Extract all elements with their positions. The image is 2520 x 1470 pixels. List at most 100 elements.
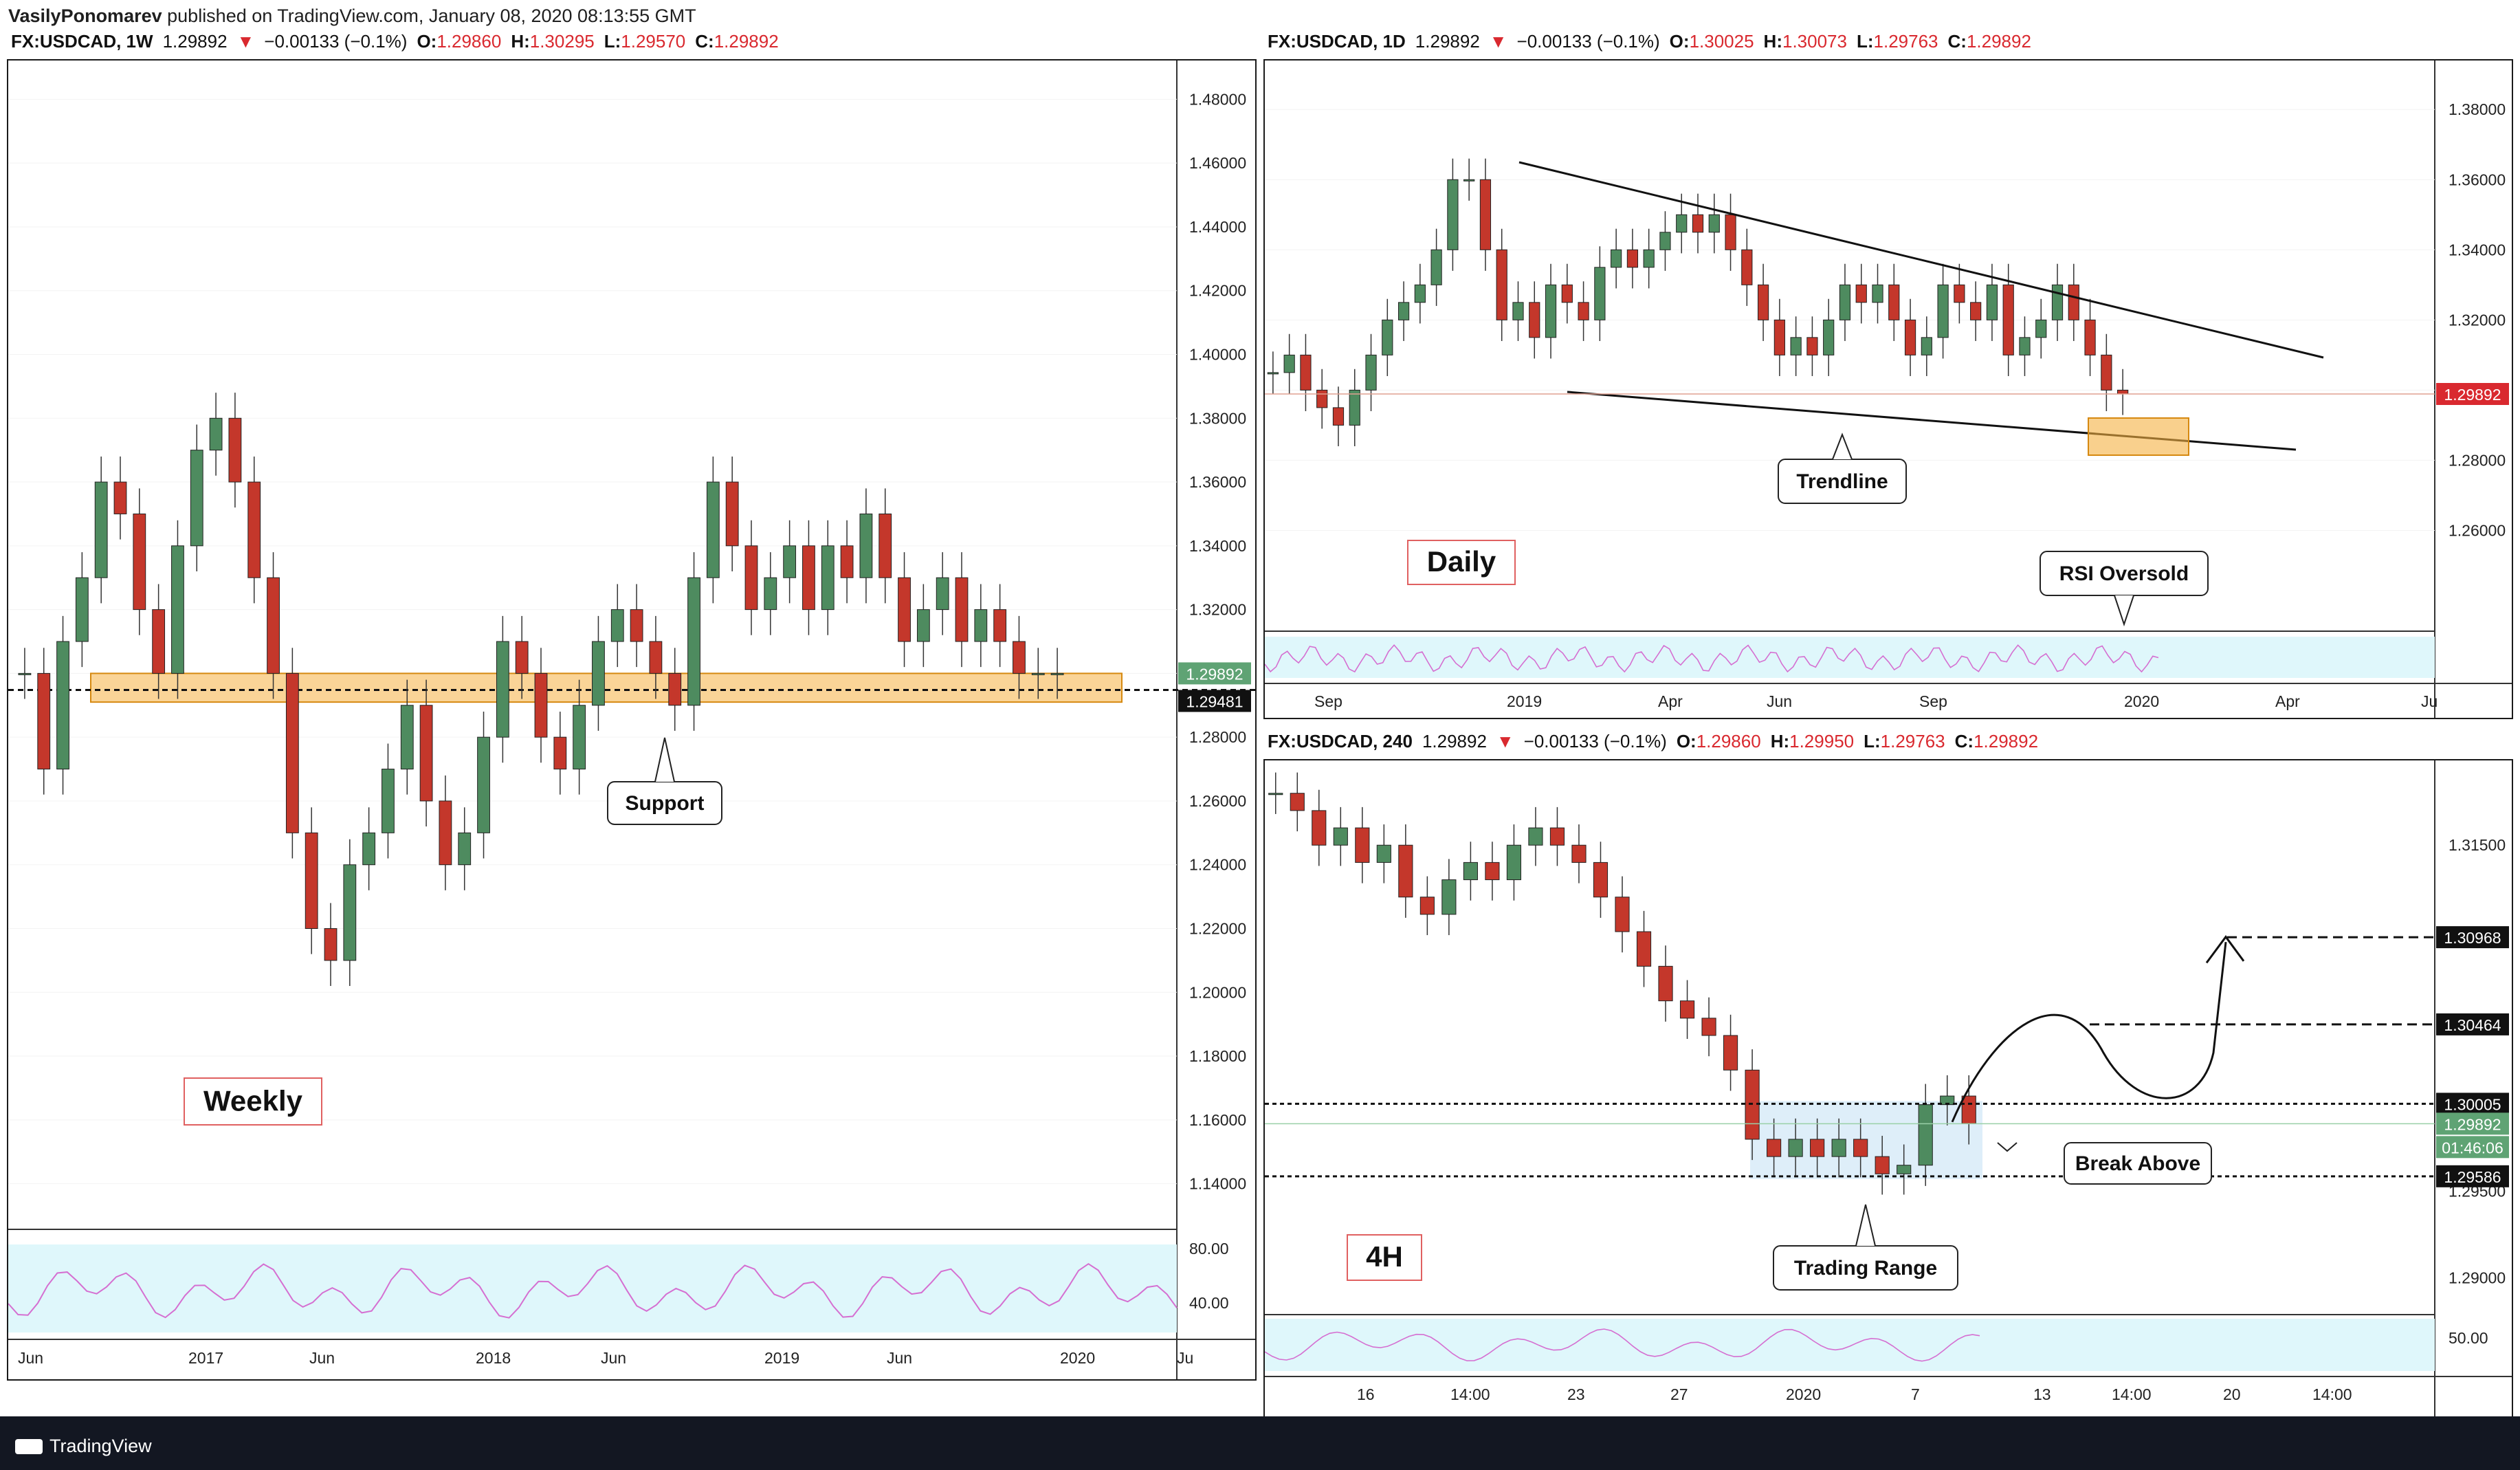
h4-chart[interactable]: 1.315001.295001.290001.309681.304641.300… bbox=[1265, 760, 2512, 1418]
weekly-candle bbox=[592, 641, 605, 706]
weekly-arrow: ▼ bbox=[236, 30, 255, 52]
h4-price-tag-target1-text: 1.30464 bbox=[2444, 1016, 2501, 1034]
weekly-chart[interactable]: 1.48000 1.46000 1.44000 1.42000 1.40000 1.380… bbox=[8, 61, 1255, 1379]
weekly-candle bbox=[649, 641, 663, 674]
h4-price-tag-last-text: 1.29892 bbox=[2444, 1115, 2501, 1133]
weekly-y-tick: 1.48000 bbox=[1189, 90, 1246, 108]
weekly-candle bbox=[324, 928, 338, 961]
daily-candle bbox=[1594, 267, 1606, 320]
h4-x-tick: 20 bbox=[2223, 1385, 2241, 1403]
daily-y-tick: 1.38000 bbox=[2449, 100, 2506, 118]
daily-title-box bbox=[1407, 540, 1516, 585]
h4-price-tag-range-bottom-text: 1.29586 bbox=[2444, 1168, 2501, 1186]
weekly-candle bbox=[362, 832, 376, 866]
weekly-x-tick: 2019 bbox=[764, 1349, 799, 1367]
daily-candle bbox=[1479, 179, 1492, 250]
weekly-candle bbox=[382, 769, 395, 833]
daily-candle bbox=[1316, 389, 1328, 408]
daily-low: 1.29763 bbox=[1873, 30, 1938, 52]
weekly-candle bbox=[400, 705, 414, 770]
weekly-candle bbox=[993, 609, 1007, 642]
h4-candle bbox=[1312, 810, 1327, 846]
h4-panel: FX:USDCAD, 240 1.29892 ▼ −0.00133 (−0.1%… bbox=[1263, 731, 2513, 1419]
weekly-candle bbox=[764, 577, 777, 611]
h4-title-box bbox=[1347, 1234, 1422, 1281]
h4-candle bbox=[1897, 1165, 1912, 1174]
weekly-y-tick: 1.16000 bbox=[1189, 1111, 1246, 1129]
weekly-y-tick: 1.24000 bbox=[1189, 856, 1246, 874]
daily-close: 1.29892 bbox=[1966, 30, 2031, 52]
weekly-price-tag-support-text: 1.29481 bbox=[1186, 692, 1243, 710]
weekly-candle bbox=[955, 577, 969, 642]
author-name[interactable]: VasilyPonomarev bbox=[8, 6, 162, 26]
daily-chart[interactable]: 1.380001.360001.340001.320001.300001.280… bbox=[1265, 61, 2512, 718]
weekly-candle bbox=[725, 481, 739, 547]
daily-candle bbox=[1954, 284, 1965, 303]
weekly-candle bbox=[228, 417, 242, 483]
daily-symbol[interactable]: FX:USDCAD, 1D bbox=[1268, 30, 1406, 52]
weekly-symbol[interactable]: FX:USDCAD, 1W bbox=[11, 30, 153, 52]
weekly-candle bbox=[1031, 672, 1045, 675]
h4-candle bbox=[1788, 1139, 1803, 1157]
h4-price-tag-target1-bg bbox=[2436, 1013, 2509, 1035]
weekly-price-tag-last-bg bbox=[1178, 662, 1251, 685]
weekly-y-tick: 1.34000 bbox=[1189, 537, 1246, 555]
weekly-y-tick: 1.46000 bbox=[1189, 154, 1246, 172]
daily-x-tick: Apr bbox=[1658, 692, 1683, 710]
weekly-candle bbox=[285, 672, 299, 833]
weekly-support-callout-pointer bbox=[654, 737, 675, 782]
h4-symbol[interactable]: FX:USDCAD, 240 bbox=[1268, 730, 1413, 752]
daily-candle bbox=[1888, 284, 1900, 320]
daily-y-tick: 1.34000 bbox=[2449, 241, 2506, 259]
daily-last: 1.29892 bbox=[1415, 30, 1480, 52]
h4-candle bbox=[1593, 862, 1609, 898]
h4-candle bbox=[1463, 862, 1478, 881]
weekly-candle bbox=[18, 672, 32, 675]
weekly-candle bbox=[840, 545, 854, 578]
h4-countdown-tag-bg bbox=[2436, 1136, 2509, 1159]
h4-candle bbox=[1506, 844, 1522, 881]
daily-x-tick: Apr bbox=[2275, 692, 2300, 710]
daily-candle bbox=[1447, 179, 1459, 250]
h4-x-tick: 14:00 bbox=[1450, 1385, 1490, 1403]
daily-candle bbox=[1529, 302, 1540, 338]
daily-x-tick: Sep bbox=[1314, 692, 1342, 710]
daily-candle bbox=[1725, 214, 1736, 250]
weekly-panel: FX:USDCAD, 1W 1.29892 ▼ −0.00133 (−0.1%)… bbox=[7, 31, 1257, 1381]
page-header: VasilyPonomarev published on TradingView… bbox=[0, 0, 2520, 59]
h4-x-tick: 2020 bbox=[1786, 1385, 1821, 1403]
h4-range-callout-label: Trading Range bbox=[1794, 1257, 1937, 1280]
h4-candle bbox=[1853, 1139, 1868, 1157]
daily-high: 1.30073 bbox=[1782, 30, 1847, 52]
daily-upper-trendline bbox=[1518, 161, 2324, 359]
daily-candle bbox=[1578, 302, 1589, 320]
h4-price-tag-last-bg bbox=[2436, 1112, 2509, 1135]
h4-title-text: 4H bbox=[1366, 1240, 1403, 1273]
daily-candle bbox=[1757, 284, 1769, 320]
h4-y-tick: 1.31500 bbox=[2449, 836, 2506, 854]
h4-y-tick: 1.29000 bbox=[2449, 1269, 2506, 1286]
daily-candle bbox=[1267, 372, 1279, 375]
daily-rsi-callout-pointer bbox=[2114, 595, 2134, 627]
weekly-candle bbox=[305, 832, 318, 930]
weekly-candle bbox=[133, 513, 146, 611]
weekly-y-tick: 1.18000 bbox=[1189, 1047, 1246, 1065]
daily-candle bbox=[1790, 337, 1802, 355]
daily-oversold-zone bbox=[2088, 417, 2189, 456]
h4-candle bbox=[1441, 879, 1457, 915]
weekly-y-tick: 1.40000 bbox=[1189, 346, 1246, 364]
daily-x-tick: 2019 bbox=[1507, 692, 1542, 710]
weekly-high: 1.30295 bbox=[529, 30, 595, 52]
h4-candle bbox=[1767, 1139, 1782, 1157]
tradingview-brand[interactable]: TradingView bbox=[15, 1436, 152, 1457]
weekly-candle bbox=[553, 736, 567, 770]
weekly-candle bbox=[37, 672, 51, 770]
daily-candle bbox=[1921, 337, 1932, 355]
weekly-candle bbox=[630, 609, 643, 642]
h4-candle bbox=[1355, 827, 1370, 863]
daily-trendline-callout-pointer bbox=[1832, 432, 1853, 460]
daily-candle bbox=[1496, 249, 1507, 320]
h4-candle bbox=[1658, 965, 1673, 1002]
weekly-x-tick: Jun bbox=[309, 1349, 335, 1367]
h4-candle bbox=[1419, 897, 1435, 915]
